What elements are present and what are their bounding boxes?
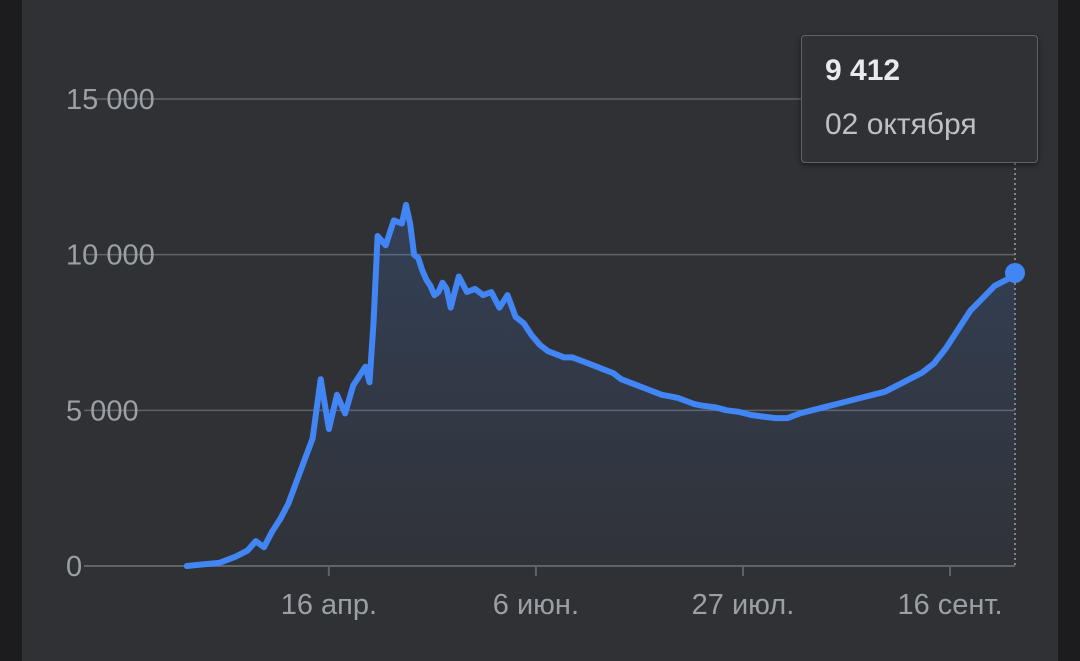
y-tick-label: 0 [66, 551, 82, 583]
series-points [186, 204, 1016, 567]
highlight-point[interactable] [1005, 262, 1025, 283]
x-axis: 16 апр. 6 июн. 27 июл. 16 сент. [281, 566, 1003, 621]
x-tick-label: 6 июн. [493, 589, 579, 621]
tooltip-date: 02 октября [825, 108, 977, 141]
x-tick-label: 27 июл. [692, 589, 795, 621]
y-axis: 0 5 000 10 000 15 000 [66, 84, 155, 583]
tooltip-value: 9 412 [825, 54, 901, 87]
x-tick-label: 16 апр. [281, 589, 377, 621]
y-tick-label: 5 000 [66, 395, 139, 427]
x-tick-label: 16 сент. [897, 589, 1002, 621]
y-tick-label: 15 000 [66, 84, 155, 116]
tooltip: 9 412 02 октября [801, 35, 1038, 163]
series-area [186, 204, 1016, 566]
y-tick-label: 10 000 [66, 240, 155, 272]
